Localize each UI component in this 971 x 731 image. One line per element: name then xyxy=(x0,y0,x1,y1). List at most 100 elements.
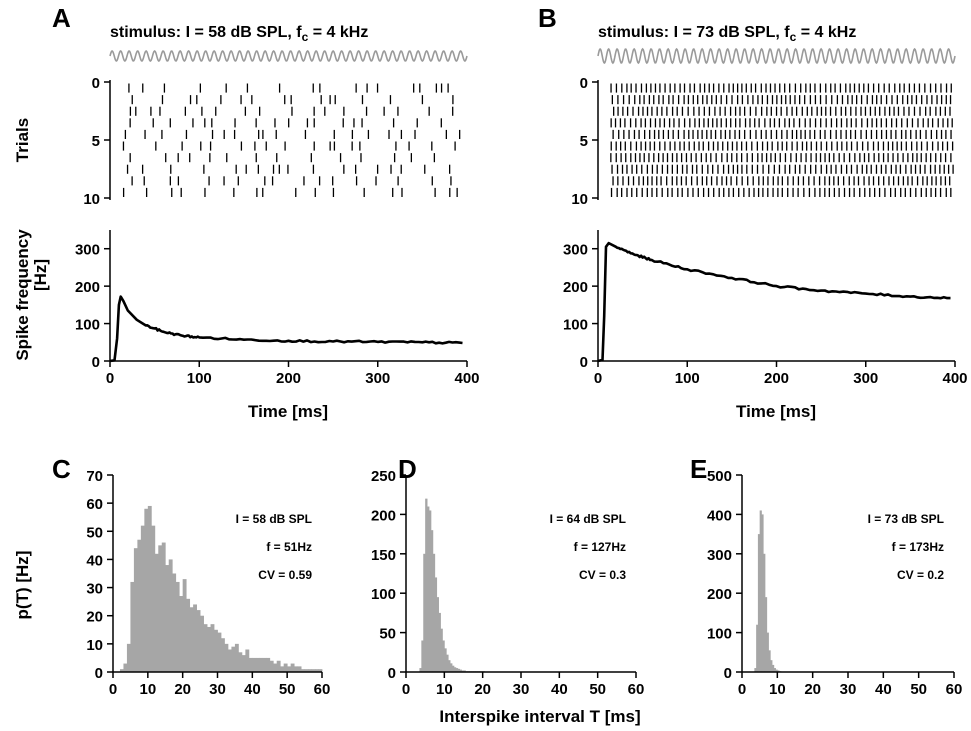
raster-y-tick-label-a: 0 xyxy=(92,75,100,92)
histogram-bar xyxy=(158,545,163,672)
y-tick-label-a: 300 xyxy=(75,242,100,259)
spike-frequency-line-a xyxy=(109,295,463,363)
histogram-bar xyxy=(438,612,441,672)
histogram-bar xyxy=(207,626,211,672)
histogram-bar xyxy=(459,669,462,672)
stimulus-waveform-b xyxy=(597,47,956,65)
histogram-bar xyxy=(444,648,447,672)
histogram-bar xyxy=(196,610,201,672)
x-tick-label-b: 400 xyxy=(942,370,967,387)
histogram-bar xyxy=(450,663,453,672)
stimulus-title-b-sub: c xyxy=(790,30,797,44)
raster-y-tick-label-a: 5 xyxy=(92,133,100,150)
time-axis-label-b: Time [ms] xyxy=(736,402,816,421)
histogram-bar xyxy=(315,669,319,672)
histogram-bar xyxy=(280,666,285,672)
histogram-bar xyxy=(231,646,236,672)
histogram-bar xyxy=(463,670,466,672)
histogram-bar xyxy=(429,510,432,672)
histogram-bar xyxy=(245,649,250,672)
spike-frequency-line-b xyxy=(597,241,951,363)
histogram-bar xyxy=(210,624,215,672)
histogram-bar xyxy=(430,530,434,672)
hist-x-tick-label-c: 0 xyxy=(109,681,117,698)
histogram-bar xyxy=(259,657,264,672)
hist-x-tick-label-d: 0 xyxy=(402,681,410,698)
hist-x-tick-label-d: 10 xyxy=(436,681,453,698)
hist-x-tick-label-d: 20 xyxy=(474,681,491,698)
hist-annotation-c: CV = 0.59 xyxy=(258,568,312,582)
histogram-bar xyxy=(423,553,426,672)
histogram-bar xyxy=(161,542,166,672)
x-tick-label-b: 100 xyxy=(675,370,700,387)
stimulus-title-b-suffix: = 4 kHz xyxy=(796,24,856,41)
y-tick-label-b: 100 xyxy=(563,317,588,334)
histogram-bar xyxy=(200,615,204,672)
raster-y-tick-label-b: 5 xyxy=(580,133,588,150)
hist-y-tick-label-e: 100 xyxy=(707,626,732,643)
hist-x-tick-label-c: 50 xyxy=(279,681,296,698)
histogram-bar xyxy=(214,629,218,672)
x-tick-label-a: 100 xyxy=(187,370,212,387)
histogram-bar xyxy=(434,577,438,672)
histogram-bar xyxy=(763,553,766,672)
histogram-bar xyxy=(764,597,768,672)
histogram-bar xyxy=(151,525,156,672)
y-tick-label-a: 100 xyxy=(75,317,100,334)
histogram-bar xyxy=(168,559,173,672)
hist-y-tick-label-d: 150 xyxy=(371,547,396,564)
y-tick-label-b: 200 xyxy=(563,279,588,296)
stimulus-title-a: stimulus: I = 58 dB SPL, fc = 4 kHz xyxy=(110,24,368,44)
x-tick-label-b: 300 xyxy=(853,370,878,387)
x-tick-label-a: 200 xyxy=(276,370,301,387)
histogram-bar xyxy=(227,649,232,672)
histogram-bar xyxy=(241,655,246,672)
histogram-bar xyxy=(203,624,208,672)
hist-x-tick-label-e: 10 xyxy=(769,681,786,698)
stimulus-title-a-prefix: stimulus: I = 58 dB SPL, f xyxy=(110,24,302,41)
histogram-bar xyxy=(133,548,138,672)
stimulus-waveform-a xyxy=(109,49,468,63)
histogram-bar xyxy=(147,505,152,672)
histogram-bar xyxy=(255,657,260,672)
histogram-bar xyxy=(175,581,180,672)
histogram-bar xyxy=(154,553,159,672)
hist-y-tick-label-e: 500 xyxy=(707,468,732,485)
histogram-bar xyxy=(436,597,439,672)
histogram-bar xyxy=(318,669,323,672)
histogram-bar xyxy=(119,669,124,672)
hist-y-tick-label-c: 30 xyxy=(86,581,103,598)
x-tick-label-b: 0 xyxy=(594,370,602,387)
histogram-bar xyxy=(768,650,771,672)
hist-annotation-e: I = 73 dB SPL xyxy=(868,512,944,526)
stimulus-title-a-suffix: = 4 kHz xyxy=(308,24,368,41)
raster-y-tick-label-b: 0 xyxy=(580,75,588,92)
histogram-bar xyxy=(189,607,194,672)
histogram-bar xyxy=(775,669,778,672)
hist-y-tick-label-e: 200 xyxy=(707,586,732,603)
histogram-bar xyxy=(238,652,243,672)
hist-y-tick-label-d: 200 xyxy=(371,507,396,524)
histogram-bar xyxy=(457,668,461,672)
trials-axis-label: Trials xyxy=(13,118,32,162)
x-tick-label-b: 200 xyxy=(764,370,789,387)
histogram-bar xyxy=(759,510,762,672)
hist-x-tick-label-e: 0 xyxy=(738,681,746,698)
hist-annotation-d: f = 127Hz xyxy=(574,540,626,554)
histogram-bar xyxy=(273,663,278,672)
hist-x-tick-label-e: 40 xyxy=(875,681,892,698)
hist-y-tick-label-c: 20 xyxy=(86,609,103,626)
histogram-bar xyxy=(186,598,191,672)
stimulus-title-b-prefix: stimulus: I = 73 dB SPL, f xyxy=(598,24,790,41)
hist-x-tick-label-c: 30 xyxy=(209,681,226,698)
histogram-bar xyxy=(440,628,443,672)
histogram-bar xyxy=(193,604,197,672)
hist-annotation-c: f = 51Hz xyxy=(266,540,312,554)
hist-x-tick-label-e: 60 xyxy=(946,681,963,698)
histogram-bar xyxy=(144,508,149,672)
histogram-bar xyxy=(455,668,459,672)
histogram-bar xyxy=(770,660,773,672)
hist-y-tick-label-c: 50 xyxy=(86,524,103,541)
hist-y-tick-label-d: 100 xyxy=(371,586,396,603)
